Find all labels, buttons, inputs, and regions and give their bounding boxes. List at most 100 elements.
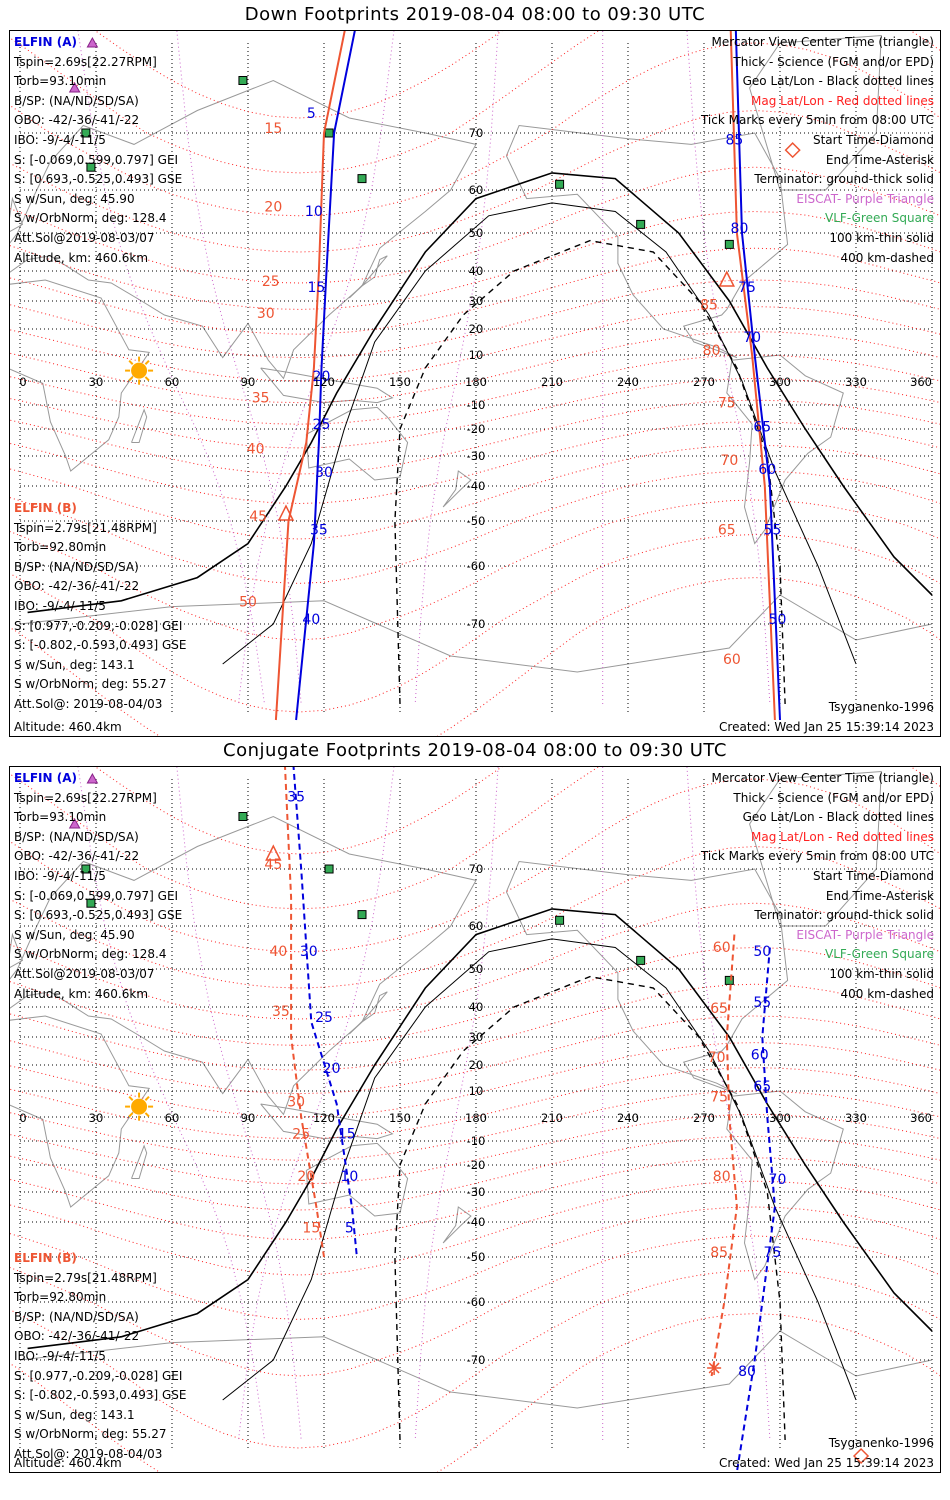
- vlf-station-icon: [636, 955, 646, 965]
- mag-parallel: [10, 1235, 940, 1377]
- elfin-a-tick-label: 50: [769, 612, 787, 628]
- legend-entry: Mercator View Center Time (triangle): [711, 35, 934, 49]
- lon-axis-label: 60: [165, 1111, 180, 1125]
- elfin-b-tick-label: 80: [713, 1169, 731, 1185]
- lon-axis-label: 30: [89, 1111, 104, 1125]
- eiscat-triangle-icon: [68, 81, 81, 93]
- sun-disc: [131, 1098, 148, 1115]
- mag-parallel: [10, 279, 940, 359]
- mag-parallel: [10, 354, 940, 425]
- lat-axis-label: 40: [469, 1000, 484, 1014]
- coastline: [260, 1103, 394, 1140]
- lon-axis-label: 240: [617, 375, 639, 389]
- coastline: [10, 1015, 151, 1208]
- elfin-a-tick-label: 25: [315, 1010, 333, 1026]
- elfin-a-tick-label: 55: [763, 523, 781, 539]
- lat-axis-label: -50: [467, 1250, 486, 1264]
- start-time-diamond-icon: [852, 1447, 870, 1465]
- mag-parallel: [10, 109, 940, 253]
- vlf-station-icon: [636, 219, 646, 229]
- info-line: Torb=93.10min: [14, 810, 107, 825]
- coastline: [726, 354, 844, 545]
- lon-axis-label: 330: [845, 1111, 867, 1125]
- lon-axis-label: 180: [465, 1111, 487, 1125]
- elfin-a-header: ELFIN (A): [14, 771, 77, 785]
- elfin-b-tick-label: 65: [710, 1001, 728, 1017]
- mag-parallel: [10, 845, 940, 989]
- elfin-a-tick-label: 70: [769, 1172, 787, 1188]
- elfin-b-tick-label: 40: [269, 944, 287, 960]
- legend-entry: Mag Lat/Lon - Red dotted lines: [750, 829, 934, 844]
- mag-meridian: [238, 767, 395, 1441]
- info-line: Att.Sol@: 2019-08-04/03: [14, 1446, 163, 1461]
- mag-parallel: [10, 399, 940, 475]
- lon-axis-label: 120: [313, 1111, 335, 1125]
- mag-parallel: [10, 331, 940, 404]
- elfin-b-tick-label: 50: [239, 595, 257, 611]
- info-line: Altitude, km: 460.6km: [14, 250, 149, 265]
- elfin-a-tick-label: 70: [743, 330, 761, 346]
- elfin-a-tick-label: 65: [753, 420, 771, 436]
- coastline: [10, 279, 151, 472]
- coastline: [749, 34, 882, 191]
- legend-entry: EISCAT- Purple Triangle: [796, 191, 934, 206]
- coastline: [131, 408, 148, 443]
- vlf-station-icon: [724, 239, 734, 249]
- lat-axis-label: 40: [469, 264, 484, 278]
- mag-parallel: [10, 1067, 940, 1140]
- lat-axis-label: 20: [469, 322, 484, 336]
- elfin-a-tick-label: 30: [300, 944, 318, 960]
- coastline: [305, 406, 409, 481]
- coastline: [726, 1090, 844, 1281]
- legend: Mercator View Center Time (triangle) Thic…: [701, 769, 934, 1004]
- info-line: S: [0.693,-0.525,0.493] GSE: [14, 908, 183, 923]
- altitude-b: Altitude: 460.4km: [14, 720, 122, 734]
- lat-axis-label: 70: [469, 862, 484, 876]
- coastline: [131, 1144, 148, 1179]
- lon-axis-label: 330: [845, 375, 867, 389]
- view-center-triangle-icon: [265, 844, 282, 861]
- sun-ray: [128, 1112, 134, 1118]
- legend-entry: Mercator View Center Time (triangle): [711, 771, 934, 785]
- mag-parallel: [10, 533, 940, 713]
- lon-axis-label: 90: [241, 1111, 256, 1125]
- legend-entry: Geo Lat/Lon - Black dotted lines: [742, 810, 934, 825]
- eiscat-triangle-icon: [86, 36, 99, 48]
- sun-ray: [128, 376, 134, 382]
- mag-parallel: [10, 499, 940, 641]
- view-center-triangle-icon: [277, 504, 295, 521]
- panel-1-title: Down Footprints 2019-08-04 08:00 to 09:3…: [244, 4, 706, 25]
- elfin-a-header: ELFIN (A): [14, 35, 77, 49]
- legend-entry: 100 km-thin solid: [829, 966, 934, 981]
- elfin-b-header: ELFIN (B): [14, 1251, 77, 1265]
- mag-grid: [10, 31, 940, 736]
- elfin-b-tick-label: 70: [708, 1050, 726, 1066]
- lat-axis-label: 10: [469, 348, 484, 362]
- vlf-station-icon: [555, 915, 565, 925]
- lat-axis-label: -40: [467, 1215, 486, 1229]
- terminator-400km: [394, 975, 786, 1441]
- sun-icon: [125, 1092, 154, 1121]
- elfin-b-tick-label: 20: [264, 200, 282, 216]
- elfin-b-footprint-track: [710, 934, 738, 1377]
- elfin-a-tick-label: 10: [340, 1169, 358, 1185]
- elfin-b-info: ELFIN (B) Tspin=2.79s[21.48RPM] Torb=92.8…: [14, 499, 187, 715]
- mag-parallel: [10, 778, 940, 953]
- elfin-a-info: ELFIN (A) Tspin=2.69s[22.27RPM] Torb=93.1…: [14, 769, 182, 1004]
- elfin-b-tick-label: 45: [249, 509, 267, 525]
- altitude-b: Altitude: 460.4km: [14, 1456, 122, 1470]
- info-line: S: [-0.802,-0.593,0.493] GSE: [14, 638, 187, 653]
- legend-entry: End Time-Asterisk: [825, 888, 934, 903]
- legend-entry: Start Time-Diamond: [812, 132, 934, 147]
- info-line: IBO: -9/-4/-11/5: [14, 132, 106, 147]
- info-line: B/SP: (NA/ND/SD/SA): [14, 93, 139, 108]
- lon-axis-label: 30: [89, 375, 104, 389]
- lon-axis-label: 150: [389, 1111, 411, 1125]
- eiscat-triangle-icon: [86, 772, 99, 784]
- elfin-a-footprint-track: [735, 947, 776, 1472]
- coastline: [10, 815, 477, 1116]
- elfin-a-tick-label: 25: [313, 417, 331, 433]
- info-line: S w/OrbNorm, deg: 55.27: [14, 1427, 167, 1442]
- conjugate-footprints-panel: 35 30 25 20 15 10 5 50 55 60 65 70 75 80 45 40 35 30 25 20 1…: [9, 766, 941, 1473]
- elfin-a-tick-label: 60: [751, 1047, 769, 1063]
